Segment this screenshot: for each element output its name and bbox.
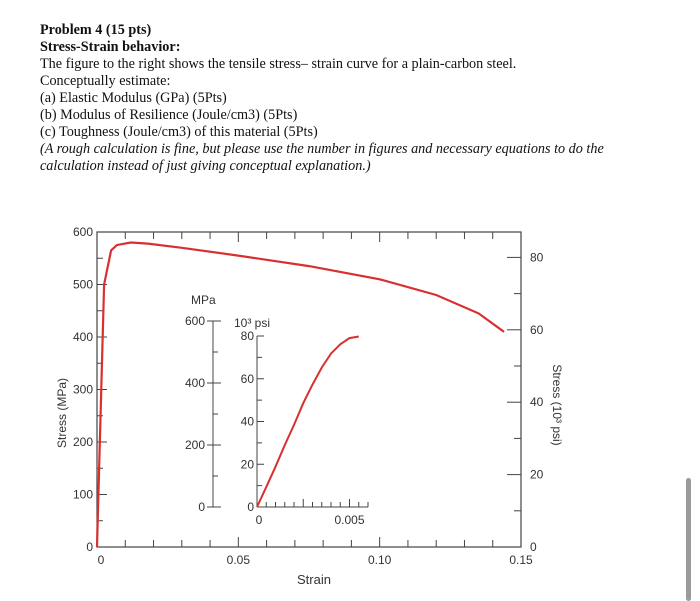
inset-unit-psi: 10³ psi: [234, 316, 270, 330]
problem-subtitle: Stress-Strain behavior:: [40, 39, 181, 55]
problem-part-a: (a) Elastic Modulus (GPa) (5Pts): [40, 90, 227, 106]
y-left-tick-label: 200: [73, 435, 93, 449]
y-axis-right-title: Stress (10³ psi): [550, 364, 564, 445]
y-right-tick-label: 40: [530, 395, 544, 409]
y-left-tick-label: 100: [73, 488, 93, 502]
inset-strain-tick-label: 0: [256, 513, 263, 527]
inset-psi-tick-label: 80: [241, 329, 255, 343]
inset-mpa-tick-label: 200: [185, 438, 205, 452]
main-stress-strain-curve: [95, 241, 505, 548]
inset-stress-strain-curve: [256, 335, 359, 508]
inset-strain-tick-label: 0.005: [334, 513, 364, 527]
scrollbar-thumb[interactable]: [686, 478, 691, 601]
inset-psi-tick-label: 20: [241, 457, 255, 471]
x-tick-label: 0.05: [227, 553, 251, 567]
inset-unit-mpa: MPa: [191, 293, 216, 307]
inset-mpa-tick-label: 600: [185, 314, 205, 328]
problem-note: (A rough calculation is fine, but please…: [40, 141, 604, 174]
x-tick-label: 0: [98, 553, 105, 567]
y-left-tick-label: 600: [73, 225, 93, 239]
x-axis-title: Strain: [297, 572, 331, 587]
y-axis-left-title: Stress (MPa): [55, 378, 69, 448]
y-right-tick-label: 80: [530, 250, 544, 264]
x-tick-label: 0.15: [509, 553, 533, 567]
x-tick-label: 0.10: [368, 553, 392, 567]
problem-prompt: Conceptually estimate:: [40, 73, 171, 89]
problem-part-b: (b) Modulus of Resilience (Joule/cm3) (5…: [40, 107, 298, 123]
problem-intro: The figure to the right shows the tensil…: [40, 56, 517, 72]
y-left-tick-label: 500: [73, 278, 93, 292]
inset-mpa-tick-label: 0: [198, 500, 205, 514]
inset-psi-tick-label: 0: [247, 500, 254, 514]
y-left-tick-label: 0: [86, 540, 93, 554]
y-left-tick-label: 400: [73, 330, 93, 344]
inset-mpa-tick-label: 400: [185, 376, 205, 390]
inset-psi-tick-label: 60: [241, 372, 255, 386]
problem-part-c: (c) Toughness (Joule/cm3) of this materi…: [40, 124, 318, 140]
y-right-tick-label: 20: [530, 468, 544, 482]
problem-title: Problem 4 (15 pts): [40, 22, 152, 38]
y-left-tick-label: 300: [73, 383, 93, 397]
inset-psi-tick-label: 40: [241, 415, 255, 429]
y-right-tick-label: 60: [530, 323, 544, 337]
y-right-tick-label: 0: [530, 540, 537, 554]
problem-statement: Problem 4 (15 pts) Stress-Strain behavio…: [40, 22, 660, 175]
